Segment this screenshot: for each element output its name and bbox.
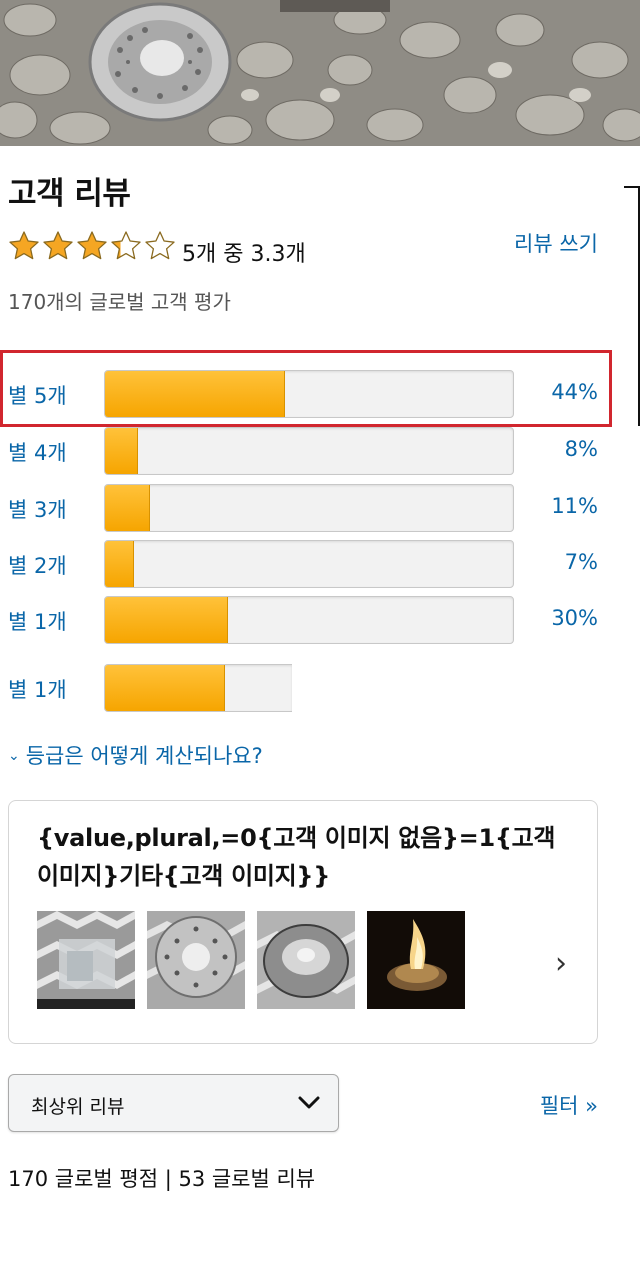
histogram-label[interactable]: 별 1개	[8, 678, 67, 702]
histogram-row-3-star[interactable]: 별 3개 11%	[0, 484, 640, 534]
histogram-row-5-star[interactable]: 별 5개 44%	[0, 370, 640, 420]
star-icon	[77, 231, 107, 260]
histogram-bar[interactable]	[104, 596, 514, 644]
histogram-bar-fill	[105, 541, 134, 587]
sort-dropdown[interactable]: 최상위 리뷰	[8, 1074, 339, 1132]
histogram-row-4-star[interactable]: 별 4개 8%	[0, 427, 640, 477]
histogram-row-1-star-duplicate[interactable]: 별 1개	[0, 664, 640, 714]
histogram-bar[interactable]	[104, 664, 292, 712]
star-icon	[9, 231, 39, 260]
histogram-bar-fill	[105, 371, 285, 417]
histogram-bar[interactable]	[104, 484, 514, 532]
histogram-bar-fill	[105, 428, 138, 474]
star-icon	[43, 231, 73, 260]
rating-calculation-label: 등급은 어떻게 계산되나요?	[25, 744, 263, 768]
histogram-label[interactable]: 별 4개	[8, 441, 67, 465]
customer-image-thumbnail[interactable]	[367, 911, 465, 1009]
star-icon	[111, 231, 141, 260]
histogram-percent[interactable]: 7%	[564, 550, 598, 574]
histogram-bar-fill	[105, 597, 228, 643]
global-ratings-count: 170개의 글로벌 고객 평가	[8, 290, 231, 314]
filter-link[interactable]: 필터 »	[539, 1094, 598, 1118]
customer-image-thumbnail[interactable]	[147, 911, 245, 1009]
histogram-label[interactable]: 별 1개	[8, 610, 67, 634]
write-review-link[interactable]: 리뷰 쓰기	[514, 232, 598, 256]
chevron-right-icon[interactable]: ›	[555, 946, 567, 981]
histogram-bar-fill	[105, 485, 150, 531]
histogram-percent[interactable]: 30%	[551, 606, 598, 630]
histogram-bar[interactable]	[104, 540, 514, 588]
average-rating-text: 5개 중 3.3개	[182, 242, 306, 267]
histogram-percent[interactable]: 11%	[551, 494, 598, 518]
customer-images-card[interactable]: {value,plural,=0{고객 이미지 없음}=1{고객 이미지}기타{…	[8, 800, 598, 1044]
sort-selected-value: 최상위 리뷰	[31, 1096, 125, 1118]
customer-image-thumbnail[interactable]	[37, 911, 135, 1009]
histogram-bar[interactable]	[104, 370, 514, 418]
star-rating	[8, 230, 176, 261]
highlight-box	[0, 350, 612, 427]
chevron-down-icon	[298, 1095, 320, 1115]
star-icon	[145, 231, 175, 260]
chevron-down-icon: ⌄	[8, 748, 20, 764]
histogram-label[interactable]: 별 2개	[8, 554, 67, 578]
rating-calculation-link[interactable]: ⌄ 등급은 어떻게 계산되나요?	[8, 740, 263, 770]
ratings-summary: 170 글로벌 평점 | 53 글로벌 리뷰	[8, 1167, 316, 1191]
customer-image-thumbnail[interactable]	[257, 911, 355, 1009]
histogram-label[interactable]: 별 3개	[8, 498, 67, 522]
histogram-label[interactable]: 별 5개	[8, 384, 67, 408]
histogram-row-1-star[interactable]: 별 1개 30%	[0, 596, 640, 646]
edge-divider	[624, 186, 640, 426]
page-title: 고객 리뷰	[8, 176, 131, 212]
histogram-row-2-star[interactable]: 별 2개 7%	[0, 540, 640, 590]
hero-product-photo	[0, 0, 640, 146]
histogram-percent[interactable]: 44%	[551, 380, 598, 404]
histogram-bar-fill	[105, 665, 225, 711]
histogram-percent[interactable]: 8%	[564, 437, 598, 461]
histogram-bar[interactable]	[104, 427, 514, 475]
customer-images-title: {value,plural,=0{고객 이미지 없음}=1{고객 이미지}기타{…	[37, 824, 556, 890]
